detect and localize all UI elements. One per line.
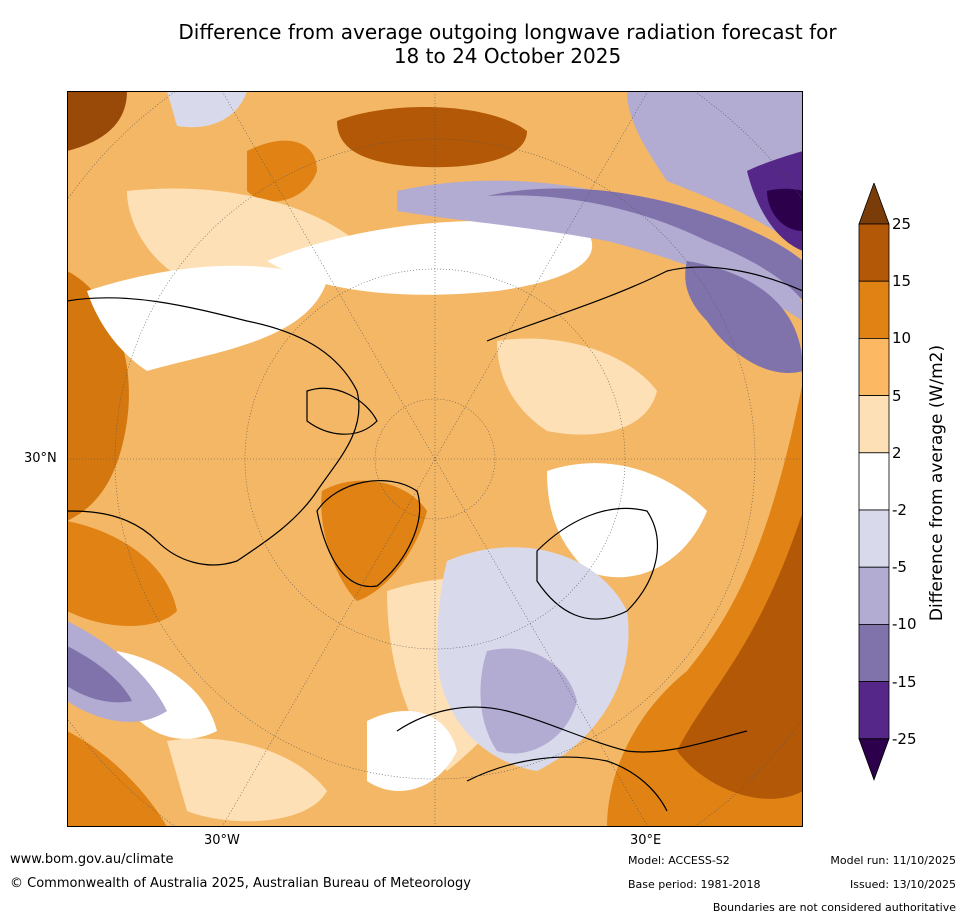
title-line-1: Difference from average outgoing longwav… xyxy=(178,20,837,44)
model-text: Model: ACCESS-S2 xyxy=(628,854,730,867)
colorbar-title: Difference from average (W/m2) xyxy=(927,344,947,622)
graticule xyxy=(67,91,803,827)
website-link[interactable]: www.bom.gov.au/climate xyxy=(10,852,174,867)
negative-region-europe-mid xyxy=(480,648,577,754)
negative-region-top-band-dark xyxy=(487,188,803,301)
colorbar-tick-label: 25 xyxy=(892,215,912,233)
negative-region-bottomleft-dark xyxy=(67,646,132,703)
lat-label-30n: 30°N xyxy=(24,451,57,466)
colorbar-band-1 xyxy=(858,223,890,282)
colorbar-tick-label: 10 xyxy=(892,329,912,348)
anomaly-region-left-dark2 xyxy=(67,521,177,626)
coastline-scandinavia xyxy=(536,507,658,620)
coastline-mediterranean xyxy=(466,756,668,812)
colorbar-band-9 xyxy=(858,681,890,740)
colorbar-band-5 xyxy=(858,452,890,511)
model-run-text: Model run: 11/10/2025 xyxy=(830,854,956,867)
map-svg xyxy=(67,91,803,827)
graticule-lat-80 xyxy=(374,398,496,520)
colorbar-extend-top xyxy=(858,181,890,225)
map-title: Difference from average outgoing longwav… xyxy=(60,20,955,68)
graticule-meridian-30w xyxy=(221,91,649,827)
neutral-region-3 xyxy=(547,463,707,578)
colorbar-band-2 xyxy=(858,280,890,339)
neutral-region-2 xyxy=(267,221,593,295)
negative-region-topright xyxy=(627,91,803,251)
colorbar-svg xyxy=(858,181,890,781)
title-line-2: 18 to 24 October 2025 xyxy=(393,44,622,68)
negative-region-topright-darkest xyxy=(767,188,803,231)
map-frame xyxy=(67,91,803,827)
coastline-siberia xyxy=(486,266,803,342)
colorbar-tick-label: -25 xyxy=(892,729,917,748)
colorbar-tick-label: -10 xyxy=(892,615,917,634)
issued-text: Issued: 13/10/2025 xyxy=(849,878,956,891)
lon-label-30e: 30°E xyxy=(630,833,662,848)
disclaimer-text: Boundaries are not considered authoritat… xyxy=(712,901,956,914)
colorbar-tick-label: 5 xyxy=(892,386,902,405)
anomaly-region-right-darker xyxy=(677,511,803,799)
colorbar-extend-bottom xyxy=(858,738,890,781)
neutral-region-4 xyxy=(367,711,457,791)
coastline-europe xyxy=(396,706,748,753)
anomaly-region-light3 xyxy=(497,338,657,435)
coastline-north-america xyxy=(67,297,360,566)
copyright-text: © Commonwealth of Australia 2025, Austra… xyxy=(10,876,471,891)
lon-label-30w: 30°W xyxy=(204,833,240,848)
anomaly-region-top-orange xyxy=(247,140,317,202)
colorbar-tick-label: -2 xyxy=(892,501,907,519)
colorbar-band-8 xyxy=(858,623,890,682)
anomaly-region-greenland xyxy=(321,480,427,601)
colorbar-tick-label: -5 xyxy=(892,558,907,577)
colorbar xyxy=(858,181,890,781)
neutral-region-1 xyxy=(87,265,327,371)
colorbar-band-3 xyxy=(858,337,890,396)
colorbar-band-4 xyxy=(858,395,890,454)
colorbar-band-6 xyxy=(858,509,890,568)
anomaly-region-light4 xyxy=(167,738,327,822)
colorbar-tick-label: 2 xyxy=(892,443,902,462)
anomaly-region-top-dark xyxy=(337,107,527,168)
negative-region-scandinavia xyxy=(685,261,803,373)
colorbar-tick-label: 15 xyxy=(892,272,912,291)
anomaly-region-topleft xyxy=(67,91,127,151)
coastline-greenland xyxy=(316,480,421,588)
graticule-meridian-30e xyxy=(221,91,649,827)
negative-region-top-band xyxy=(397,180,803,321)
base-period-text: Base period: 1981-2018 xyxy=(628,878,761,891)
coastline-canada-islands xyxy=(306,387,378,435)
anomaly-map xyxy=(67,91,803,827)
colorbar-band-7 xyxy=(858,566,890,625)
coastlines xyxy=(67,266,803,812)
colorbar-tick-label: -15 xyxy=(892,672,917,691)
anomaly-region-bottomleft xyxy=(67,731,167,827)
